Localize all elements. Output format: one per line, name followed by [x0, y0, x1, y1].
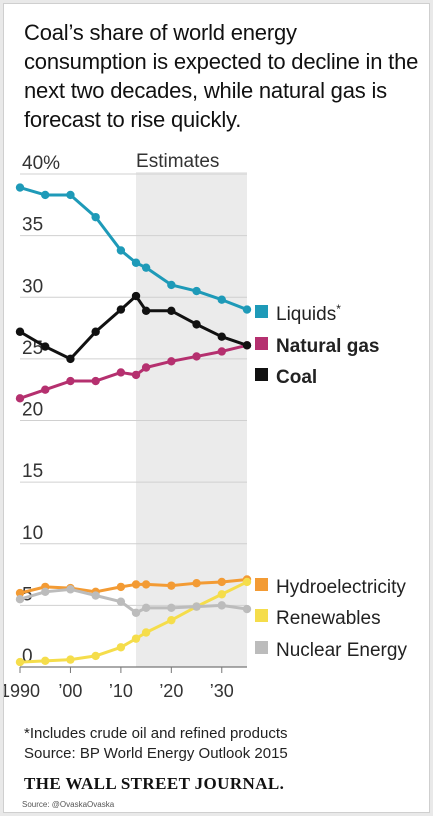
legend-swatch-liquids	[255, 305, 268, 318]
data-point-hydroelectricity	[192, 578, 201, 588]
data-point-hydroelectricity	[131, 580, 141, 589]
data-point-coal	[167, 306, 176, 316]
data-point-liquids	[167, 280, 176, 290]
data-point-coal	[41, 342, 50, 351]
data-point-coal	[91, 327, 100, 336]
data-point-natural-gas	[167, 357, 176, 366]
data-point-renewables	[41, 656, 50, 666]
data-point-coal	[15, 327, 25, 336]
data-point-nuclear-energy	[217, 601, 226, 610]
x-tick-label: ’10	[109, 681, 133, 701]
data-point-natural-gas	[66, 376, 75, 386]
data-point-coal	[192, 320, 201, 329]
data-point-liquids	[66, 190, 75, 200]
legend-swatch-natural-gas	[255, 337, 268, 350]
y-tick-label: 25	[22, 338, 43, 359]
data-point-coal	[116, 305, 126, 314]
legend-swatch-renewables	[255, 609, 268, 622]
estimates-band	[136, 172, 247, 667]
y-tick-label: 30	[22, 276, 43, 297]
data-point-liquids	[131, 258, 141, 267]
data-point-nuclear-energy	[242, 604, 252, 614]
data-point-nuclear-energy	[116, 597, 126, 606]
data-point-coal	[66, 354, 75, 364]
data-point-nuclear-energy	[141, 603, 151, 613]
data-point-natural-gas	[141, 363, 151, 372]
data-point-natural-gas	[91, 376, 100, 386]
data-point-natural-gas	[41, 385, 50, 394]
y-tick-label: 40%	[22, 153, 60, 174]
data-point-liquids	[192, 286, 201, 296]
data-point-natural-gas	[217, 347, 226, 356]
legend-label-liquids: Liquids*	[276, 302, 341, 325]
y-tick-label: 20	[22, 400, 43, 421]
chart-footnote: *Includes crude oil and refined products…	[24, 724, 424, 764]
data-point-nuclear-energy	[41, 587, 50, 597]
data-point-natural-gas	[15, 394, 25, 403]
data-point-renewables	[131, 634, 141, 643]
data-point-nuclear-energy	[167, 603, 176, 613]
data-point-nuclear-energy	[131, 608, 141, 617]
line-chart: Estimates 0 5 10 15 20 25 30 35 40% 1990 ’00 ’10 ’20…	[4, 151, 407, 701]
data-point-natural-gas	[131, 370, 141, 380]
legend-swatch-nuclear-energy	[255, 641, 268, 654]
data-point-liquids	[116, 246, 126, 255]
data-point-coal	[131, 291, 141, 301]
estimates-label: Estimates	[136, 151, 219, 172]
data-point-renewables	[66, 655, 75, 664]
data-point-renewables	[15, 657, 25, 667]
data-point-liquids	[15, 183, 25, 192]
legend-swatch-coal	[255, 368, 268, 381]
data-point-nuclear-energy	[91, 591, 100, 600]
data-point-renewables	[242, 577, 252, 587]
data-point-liquids	[91, 212, 100, 222]
data-point-nuclear-energy	[192, 602, 201, 611]
data-point-hydroelectricity	[167, 581, 176, 590]
data-point-hydroelectricity	[141, 580, 151, 589]
y-tick-label: 5	[22, 584, 33, 605]
chart-card: Coal’s share of world energy consumption…	[3, 3, 430, 813]
data-point-coal	[217, 332, 226, 341]
image-credit: Source: @OvaskaOvaska	[22, 800, 115, 809]
x-tick-label: ’30	[210, 681, 234, 701]
chart-headline: Coal’s share of world energy consumption…	[24, 20, 419, 132]
data-point-renewables	[91, 651, 100, 661]
data-point-renewables	[116, 643, 126, 652]
data-point-coal	[141, 306, 151, 316]
data-point-natural-gas	[192, 352, 201, 361]
data-point-natural-gas	[116, 368, 126, 377]
x-tick-label: ’20	[159, 681, 183, 701]
data-point-hydroelectricity	[217, 577, 226, 587]
legend-label-natural-gas: Natural gas	[276, 336, 379, 357]
data-point-renewables	[167, 615, 176, 625]
y-tick-label: 0	[22, 646, 33, 667]
data-point-liquids	[41, 190, 50, 200]
source-line: Source: BP World Energy Outlook 2015	[24, 745, 288, 762]
legend-swatch-hydroelectricity	[255, 578, 268, 591]
data-point-nuclear-energy	[15, 595, 25, 604]
data-point-nuclear-energy	[66, 585, 75, 594]
x-tick-label: 1990	[4, 681, 40, 701]
data-point-renewables	[217, 590, 226, 599]
y-tick-label: 10	[22, 523, 43, 544]
x-tick-label: ’00	[58, 681, 82, 701]
legend-label-hydroelectricity: Hydroelectricity	[276, 577, 406, 598]
footnote-line: *Includes crude oil and refined products	[24, 725, 288, 742]
y-tick-label: 35	[22, 215, 43, 236]
data-point-hydroelectricity	[15, 588, 25, 598]
legend-label-renewables: Renewables	[276, 608, 381, 629]
data-point-liquids	[141, 263, 151, 272]
data-point-coal	[242, 341, 252, 350]
data-point-liquids	[242, 305, 252, 314]
data-point-liquids	[217, 295, 226, 304]
legend-label-nuclear-energy: Nuclear Energy	[276, 640, 407, 661]
publisher-brand: THE WALL STREET JOURNAL.	[24, 774, 285, 793]
y-tick-label: 15	[22, 461, 43, 482]
legend-label-coal: Coal	[276, 367, 317, 388]
data-point-renewables	[141, 628, 151, 637]
data-point-hydroelectricity	[116, 582, 126, 592]
